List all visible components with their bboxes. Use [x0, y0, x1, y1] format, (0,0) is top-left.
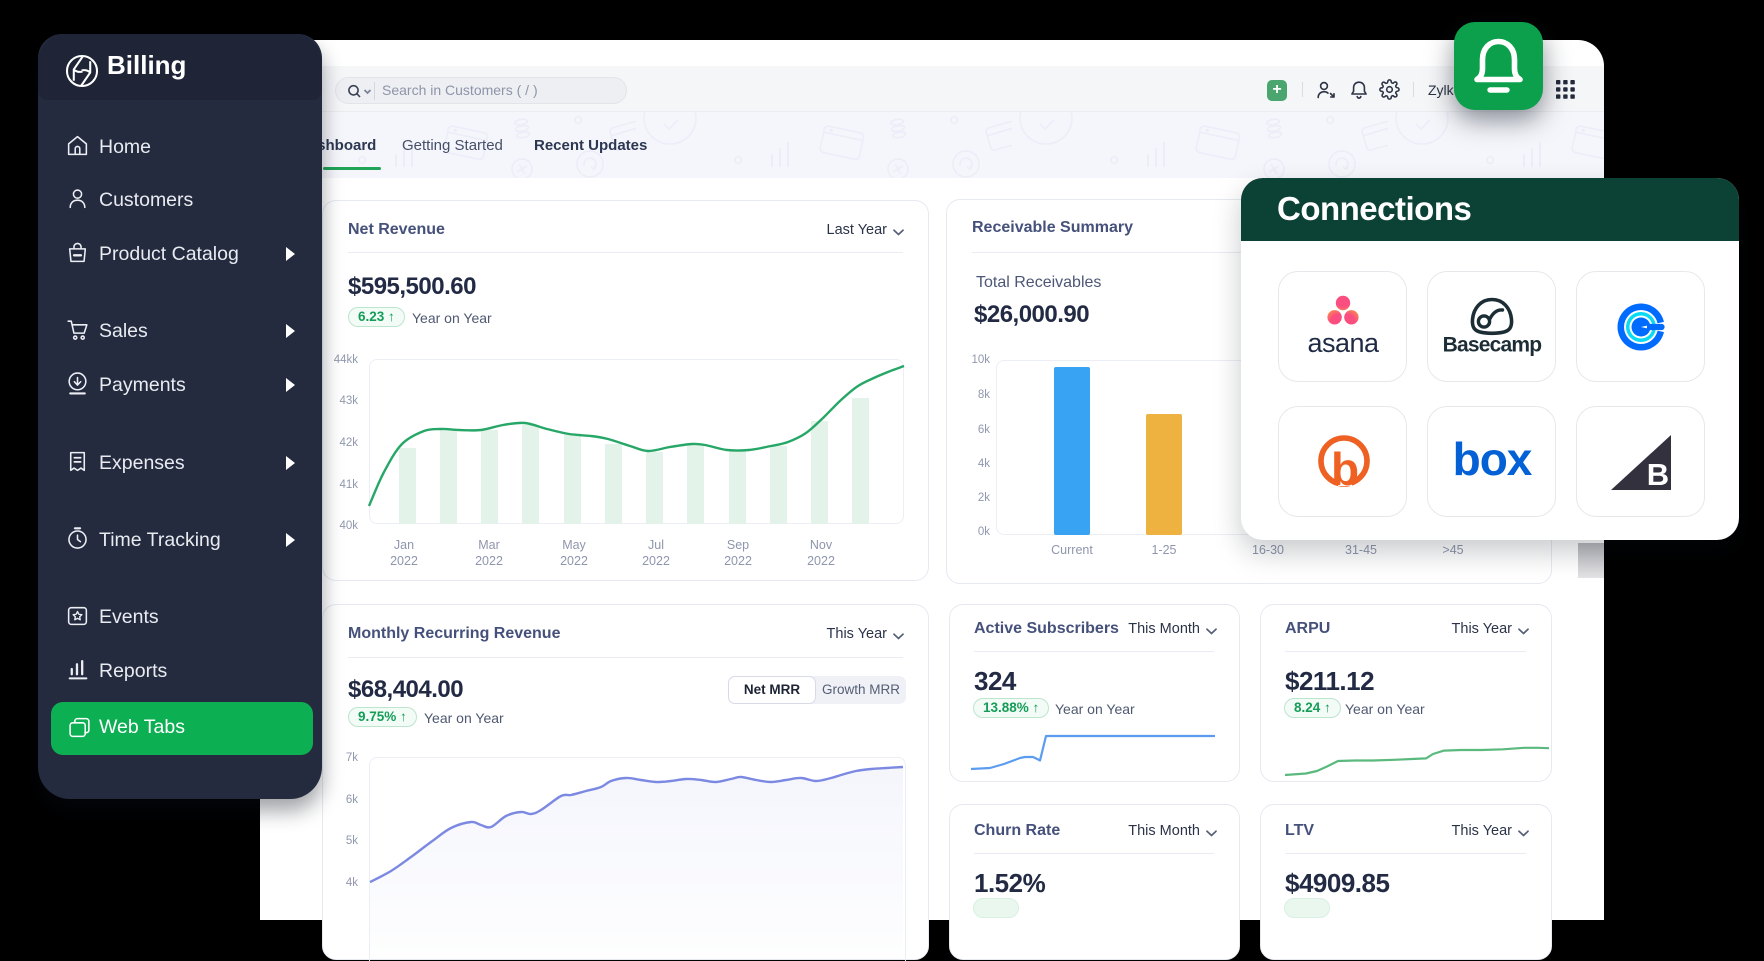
svg-text:Basecamp: Basecamp — [1442, 334, 1541, 357]
svg-text:asana: asana — [1307, 328, 1380, 357]
svg-text:box: box — [1452, 435, 1532, 485]
svg-text:b: b — [1330, 443, 1358, 495]
svg-text:B: B — [1646, 457, 1668, 492]
